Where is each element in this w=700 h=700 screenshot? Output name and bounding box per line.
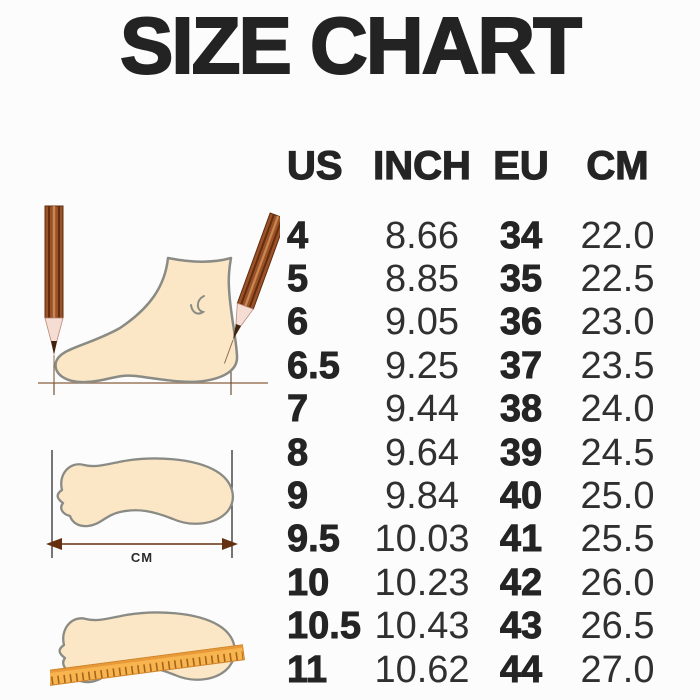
cell-cm: 23.5 [580, 344, 655, 387]
cell-us: 4 [287, 214, 309, 257]
cell-cm: 24.0 [580, 388, 655, 431]
arrow-left-right-icon [46, 538, 238, 550]
cell-inch: 9.84 [385, 475, 459, 518]
column-header-eu: EU [493, 144, 550, 188]
column-header-inch: INCH [373, 144, 472, 188]
cell-cm: 26.5 [580, 605, 655, 648]
cell-inch: 10.43 [374, 605, 470, 648]
cell-inch: 9.05 [385, 301, 459, 344]
foot-side-icon [54, 256, 239, 384]
cell-cm: 22.0 [580, 214, 655, 257]
cell-inch: 10.03 [374, 518, 470, 561]
cell-cm: 24.5 [580, 431, 655, 474]
column-header-cm: CM [586, 144, 649, 188]
cell-us: 10 [287, 561, 330, 604]
table-row: 6 9.05 36 23.0 [285, 301, 665, 344]
pencil-icon [223, 212, 280, 364]
table-row: 11 10.62 44 27.0 [285, 648, 665, 691]
footprint-length-illustration: CM [46, 448, 258, 568]
table-row: 5 8.85 35 22.5 [285, 257, 665, 300]
cell-inch: 8.66 [385, 214, 459, 257]
cell-us: 5 [287, 258, 309, 301]
table-row: 4 8.66 34 22.0 [285, 214, 665, 257]
cell-inch: 10.23 [374, 561, 470, 604]
cell-cm: 25.5 [580, 518, 655, 561]
cell-us: 11 [287, 648, 328, 691]
cell-us: 10.5 [287, 605, 362, 648]
cell-eu: 38 [499, 388, 543, 431]
cell-inch: 9.25 [385, 344, 459, 387]
cell-eu: 40 [499, 475, 543, 518]
cell-us: 6.5 [287, 344, 341, 387]
page-title: SIZE CHART [119, 1, 583, 90]
cell-eu: 43 [499, 605, 543, 648]
ruler-icon [50, 644, 245, 686]
size-table-body: 4 8.66 34 22.0 5 8.85 35 22.5 6 9.05 36 23.0 6.5 9.25… [285, 214, 665, 691]
cell-us: 7 [287, 388, 309, 431]
cell-eu: 34 [499, 214, 543, 257]
table-row: 8 9.64 39 24.5 [285, 431, 665, 474]
cell-cm: 25.0 [580, 475, 655, 518]
cell-eu: 39 [499, 431, 543, 474]
cell-inch: 9.44 [385, 388, 459, 431]
cell-cm: 26.0 [580, 561, 655, 604]
footprint-ruler-illustration [50, 601, 255, 696]
cell-eu: 44 [499, 648, 543, 691]
foot-measure-illustration [38, 200, 280, 398]
table-row: 7 9.44 38 24.0 [285, 388, 665, 431]
cell-inch: 8.85 [385, 258, 459, 301]
cell-us: 6 [287, 301, 309, 344]
table-row: 10.5 10.43 43 26.5 [285, 605, 665, 648]
cell-us: 9 [287, 475, 309, 518]
cell-cm: 23.0 [580, 301, 655, 344]
cell-eu: 36 [499, 301, 543, 344]
cell-eu: 35 [499, 258, 543, 301]
table-row: 9 9.84 40 25.0 [285, 474, 665, 517]
size-table-header: US INCH EU CM [285, 144, 665, 188]
pencil-icon [44, 205, 64, 383]
cell-inch: 10.62 [374, 648, 470, 691]
table-row: 6.5 9.25 37 23.5 [285, 344, 665, 387]
cm-label: CM [131, 550, 153, 565]
table-row: 10 10.23 42 26.0 [285, 561, 665, 604]
cell-eu: 42 [499, 561, 543, 604]
footprint-icon [56, 457, 234, 528]
cell-us: 9.5 [287, 518, 341, 561]
cell-inch: 9.64 [385, 431, 459, 474]
column-header-us: US [286, 144, 343, 188]
cell-eu: 41 [499, 518, 543, 561]
cell-cm: 27.0 [580, 648, 655, 691]
cell-eu: 37 [499, 344, 543, 387]
table-row: 9.5 10.03 41 25.5 [285, 518, 665, 561]
cell-us: 8 [287, 431, 309, 474]
cell-cm: 22.5 [580, 258, 655, 301]
